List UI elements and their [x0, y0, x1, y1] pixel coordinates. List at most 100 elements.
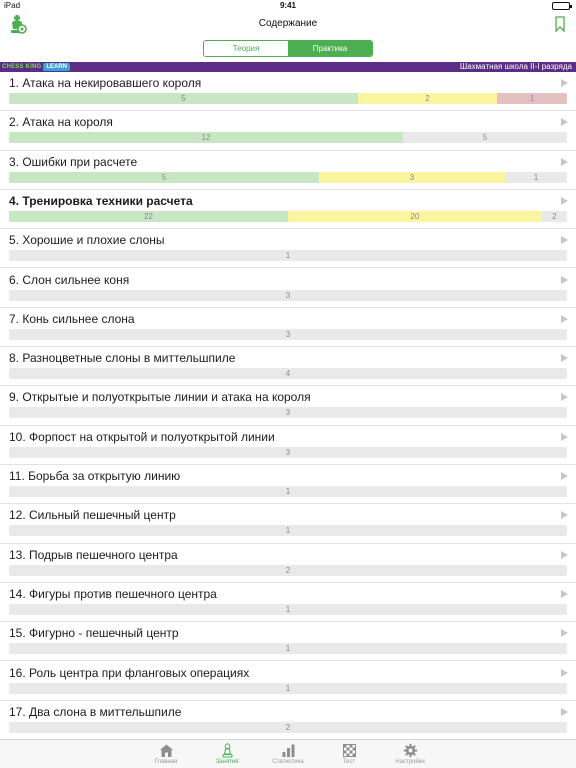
progress-segment-gray: 1	[9, 486, 567, 497]
lesson-row[interactable]: 4. Тренировка техники расчета 22 20 2	[0, 190, 576, 230]
progress-segment-gray: 3	[9, 328, 567, 340]
lesson-title: 7. Конь сильнее слона	[9, 311, 135, 326]
tab-label: Тест	[342, 759, 356, 765]
lesson-row[interactable]: 16. Роль центра при фланговых операциях 1	[0, 662, 576, 701]
progress-bar: 2	[9, 721, 567, 733]
tab-practice[interactable]: Практика	[288, 41, 372, 56]
gear-icon	[403, 743, 417, 758]
chess-king-logo-icon[interactable]	[6, 14, 28, 36]
tab-theory[interactable]: Теория	[204, 41, 288, 56]
lesson-row[interactable]: 10. Форпост на открытой и полуоткрытой л…	[0, 426, 576, 465]
carrier-label: iPad	[4, 1, 21, 10]
play-arrow-icon[interactable]	[561, 236, 568, 245]
progress-bar: 1	[9, 682, 567, 694]
lesson-row[interactable]: 12. Сильный пешечный центр 1	[0, 504, 576, 544]
bar-chart-icon	[282, 744, 294, 757]
tab-statistics[interactable]: Статистика	[258, 740, 319, 768]
progress-segment-yellow: 2	[357, 93, 498, 104]
progress-segment-gray: 2	[9, 721, 567, 733]
lesson-title: 4. Тренировка техники расчета	[9, 193, 193, 208]
progress-bar: 1	[9, 486, 567, 497]
progress-segment-yellow: 20	[288, 210, 542, 222]
progress-bar: 4	[9, 368, 567, 380]
play-arrow-icon[interactable]	[561, 511, 568, 520]
progress-bar: 12 5	[9, 132, 567, 144]
play-arrow-icon[interactable]	[561, 196, 568, 205]
progress-segment-red: 1	[497, 93, 567, 104]
lesson-row[interactable]: 2. Атака на короля 12 5	[0, 111, 576, 151]
lesson-title: 10. Форпост на открытой и полуоткрытой л…	[9, 429, 275, 444]
progress-segment-gray: 5	[402, 132, 567, 144]
lesson-title: 17. Два слона в миттельшпиле	[9, 704, 182, 719]
progress-segment-gray: 1	[9, 603, 567, 615]
progress-segment-gray: 3	[9, 446, 567, 458]
tab-settings[interactable]: Настройки	[380, 740, 441, 768]
lesson-row[interactable]: 1. Атака на некировавшего короля 5 2 1	[0, 72, 576, 112]
progress-segment-gray: 1	[9, 643, 567, 655]
course-banner: CHESS KING LEARN Шахматная школа II-I ра…	[0, 62, 576, 72]
play-arrow-icon[interactable]	[561, 354, 568, 363]
lesson-row[interactable]: 17. Два слона в миттельшпиле 2	[0, 701, 576, 739]
pawn-icon	[222, 743, 232, 758]
play-arrow-icon[interactable]	[561, 314, 568, 323]
theory-practice-switch: Теория Практика	[203, 40, 373, 57]
brand-logo: CHESS KING LEARN	[2, 63, 71, 71]
play-arrow-icon[interactable]	[561, 275, 568, 284]
progress-segment-green: 12	[9, 132, 403, 144]
progress-segment-gray: 1	[9, 525, 567, 537]
play-arrow-icon[interactable]	[561, 550, 568, 559]
progress-segment-green: 22	[9, 210, 288, 222]
lesson-row[interactable]: 14. Фигуры против пешечного центра 1	[0, 583, 576, 623]
progress-bar: 1	[9, 525, 567, 537]
play-arrow-icon[interactable]	[561, 79, 568, 87]
progress-segment-green: 5	[9, 93, 358, 104]
play-arrow-icon[interactable]	[561, 668, 568, 677]
lesson-title: 6. Слон сильнее коня	[9, 272, 130, 287]
lesson-row[interactable]: 13. Подрыв пешечного центра 2	[0, 544, 576, 583]
chessboard-icon	[342, 744, 356, 757]
lesson-row[interactable]: 9. Открытые и полуоткрытые линии и атака…	[0, 386, 576, 426]
lesson-row[interactable]: 15. Фигурно - пешечный центр 1	[0, 622, 576, 662]
progress-segment-gray: 1	[505, 171, 567, 183]
play-arrow-icon[interactable]	[561, 589, 568, 598]
lesson-title: 11. Борьба за открытую линию	[9, 469, 181, 483]
page-title: Содержание	[258, 18, 318, 29]
progress-bar: 2	[9, 564, 567, 576]
tab-label: Главная	[154, 759, 178, 765]
battery-icon	[552, 2, 572, 10]
play-arrow-icon[interactable]	[561, 629, 568, 638]
progress-bar: 1	[9, 250, 567, 262]
lesson-row[interactable]: 3. Ошибки при расчете 5 3 1	[0, 151, 576, 190]
tab-home[interactable]: Главная	[136, 740, 197, 768]
play-arrow-icon[interactable]	[561, 707, 568, 716]
lesson-title: 8. Разноцветные слоны в миттельшпиле	[9, 351, 236, 366]
lesson-row[interactable]: 7. Конь сильнее слона 3	[0, 308, 576, 348]
progress-segment-gray: 1	[9, 250, 567, 262]
status-bar: iPad 9:41	[0, 0, 576, 12]
lesson-title: 14. Фигуры против пешечного центра	[9, 586, 217, 601]
play-arrow-icon[interactable]	[561, 157, 568, 166]
tab-lessons[interactable]: Занятия	[197, 740, 258, 768]
progress-bar: 1	[9, 603, 567, 615]
tab-label: Статистика	[272, 759, 304, 765]
play-arrow-icon[interactable]	[561, 393, 568, 402]
lesson-row[interactable]: 6. Слон сильнее коня 3	[0, 269, 576, 308]
tab-bar: Главная Занятия Статистика Тест	[0, 739, 576, 768]
tab-label: Настройки	[395, 759, 425, 765]
bookmark-icon[interactable]	[554, 16, 566, 32]
play-arrow-icon[interactable]	[561, 118, 568, 127]
progress-bar: 3	[9, 446, 567, 458]
lesson-title: 2. Атака на короля	[9, 115, 113, 130]
play-arrow-icon[interactable]	[561, 432, 568, 441]
progress-segment-green: 5	[9, 171, 319, 183]
lesson-row[interactable]: 8. Разноцветные слоны в миттельшпиле 4	[0, 347, 576, 387]
home-icon	[159, 744, 173, 757]
play-arrow-icon[interactable]	[561, 472, 568, 480]
brand-chess-king: CHESS KING	[2, 64, 42, 70]
lesson-title: 13. Подрыв пешечного центра	[9, 547, 178, 562]
tab-test[interactable]: Тест	[319, 740, 380, 768]
lesson-row[interactable]: 11. Борьба за открытую линию 1	[0, 465, 576, 505]
lesson-row[interactable]: 5. Хорошие и плохие слоны 1	[0, 229, 576, 269]
